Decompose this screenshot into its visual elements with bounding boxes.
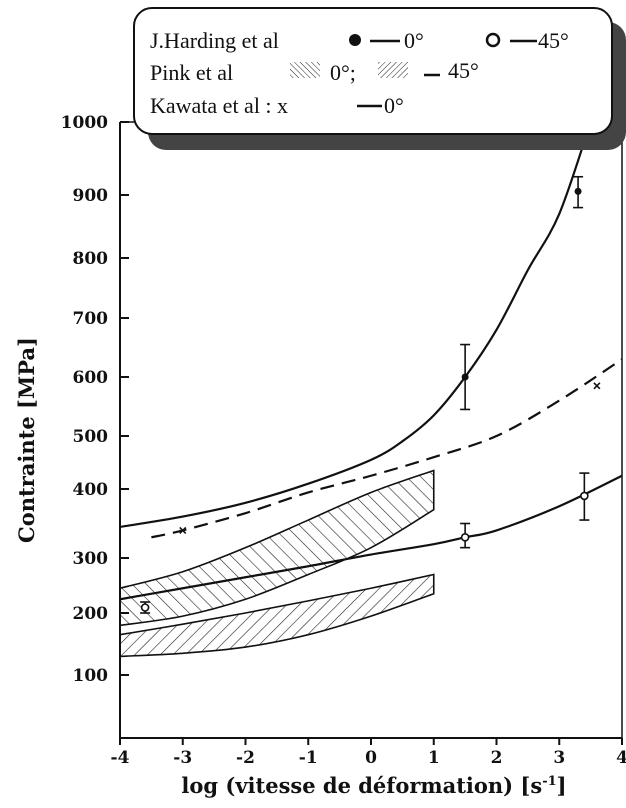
data-point [574, 187, 582, 195]
y-tick-label: 1000 [61, 113, 108, 133]
x-tick-label: 3 [553, 748, 565, 768]
lines-layer [119, 121, 623, 601]
legend-box [133, 7, 613, 135]
y-tick-label: 400 [73, 480, 109, 500]
x-tick-label: -2 [236, 748, 255, 768]
y-tick-label: 700 [73, 309, 109, 329]
y-tick-label: 100 [73, 666, 109, 686]
x-tick-label: 2 [491, 748, 503, 768]
legend-pink-label: Pink et al [150, 60, 233, 85]
y-tick-label: 300 [73, 549, 109, 569]
legend-open-circle-icon [485, 32, 501, 48]
legend-harding-45-label: 45° [538, 28, 569, 53]
legend-harding-label: J.Harding et al [150, 28, 279, 53]
y-tick-label: 200 [73, 604, 109, 624]
legend-harding-0-label: 0° [404, 28, 424, 53]
band-pink-0 [119, 469, 435, 627]
data-point [593, 382, 601, 390]
y-axis-title: Contrainte [MPa] [14, 337, 39, 543]
x-tick-label: -4 [111, 748, 130, 768]
y-tick-label: 500 [73, 427, 109, 447]
x-tick-label: 1 [428, 748, 440, 768]
series-line-1 [119, 474, 623, 601]
data-point [580, 491, 589, 501]
data-point [460, 532, 470, 542]
legend-hatch-45-icon [378, 62, 408, 78]
markers-layer [140, 175, 601, 614]
data-point [140, 603, 150, 612]
x-ticks: -4 -3 -2 -1 0 1 2 3 4 [111, 738, 626, 768]
y-ticks: 100 200 300 400 500 600 700 800 900 1000 [61, 113, 129, 686]
x-tick-label: -1 [299, 748, 318, 768]
legend-pink-45-label: 45° [448, 58, 479, 83]
y-tick-label: 600 [73, 368, 109, 388]
x-axis-title: log (vitesse de déformation) [s-1] [181, 773, 566, 798]
x-tick-label: 4 [616, 748, 626, 768]
legend: J.Harding et al 0° 45° Pink et al 0°; 45… [133, 7, 626, 150]
data-point [461, 373, 469, 381]
x-tick-label: -3 [173, 748, 192, 768]
legend-kawata-0-label: 0° [384, 93, 404, 118]
y-tick-label: 800 [73, 249, 109, 269]
bands-layer [119, 469, 435, 658]
series-line-0 [119, 121, 592, 529]
legend-hatch-0-icon [290, 62, 320, 78]
series-line-2 [151, 358, 623, 539]
y-tick-label: 900 [73, 186, 109, 206]
data-point [179, 526, 187, 534]
legend-pink-0-label: 0°; [330, 60, 356, 85]
x-tick-label: 0 [365, 748, 377, 768]
band-pink-45 [119, 573, 435, 658]
legend-filled-circle-icon [349, 34, 361, 46]
legend-kawata-label: Kawata et al : x [150, 93, 288, 118]
